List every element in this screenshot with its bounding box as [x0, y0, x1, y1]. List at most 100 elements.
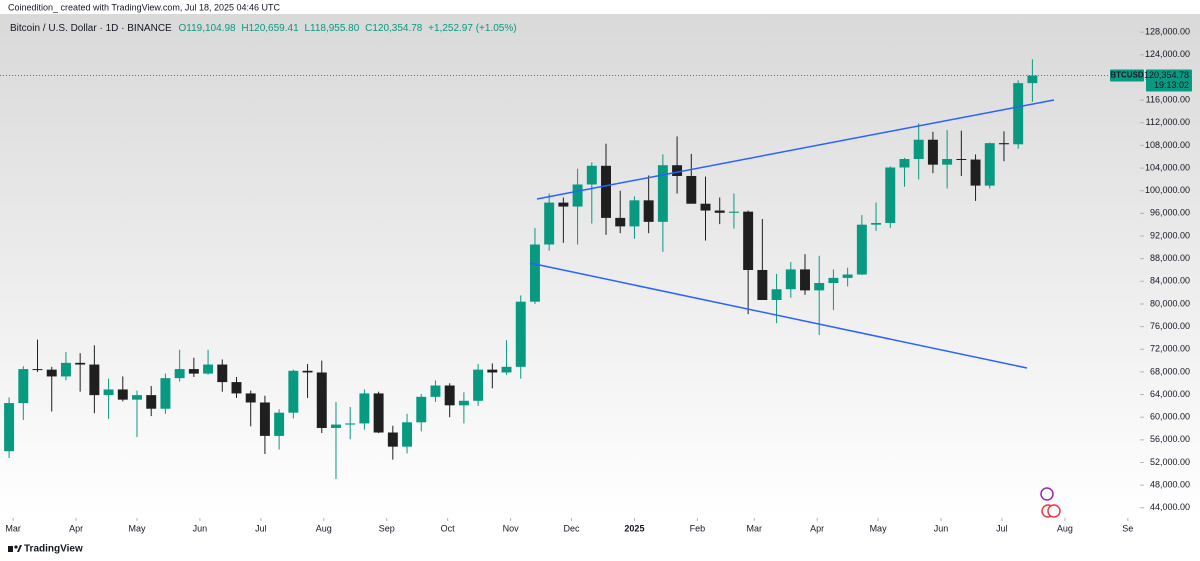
candle-body [785, 269, 796, 290]
x-tick-label: Se [1122, 523, 1133, 533]
y-tick-label: 44,000.00 [1150, 502, 1190, 512]
x-tick-label: Mar [746, 523, 762, 533]
y-tick-label: 76,000.00 [1150, 321, 1190, 331]
y-tick-label: 100,000.00 [1145, 185, 1190, 195]
candle-body [728, 211, 739, 213]
plot-background [0, 14, 1200, 519]
candle-body [1013, 83, 1024, 145]
candle-body [416, 396, 427, 423]
x-tick-label: Sep [379, 523, 395, 533]
chart-title: Bitcoin / U.S. Dollar · 1D · BINANCE [10, 23, 172, 34]
ohlc-open: O119,104.98 [179, 23, 237, 34]
candle-body [103, 389, 114, 396]
candle-body [46, 369, 57, 377]
candle-body [473, 369, 484, 401]
candle-body [998, 143, 1009, 145]
candle-body [572, 184, 583, 207]
y-tick-label: 68,000.00 [1150, 366, 1190, 376]
candle-body [856, 224, 867, 275]
y-tick-label: 52,000.00 [1150, 457, 1190, 467]
y-tick-label: 72,000.00 [1150, 344, 1190, 354]
candle-body [188, 369, 199, 374]
candle-body [146, 395, 157, 409]
x-tick-label: Oct [441, 523, 456, 533]
candle-body [615, 217, 626, 227]
ohlc-low: L118,955.80 [304, 23, 359, 34]
candle-body [800, 269, 810, 291]
y-tick-label: 128,000.00 [1145, 27, 1190, 37]
y-tick-label: 64,000.00 [1150, 389, 1190, 399]
candle-body [558, 202, 569, 207]
candle-body [373, 393, 384, 433]
candle-body [75, 362, 86, 365]
candle-body [629, 200, 640, 227]
x-tick-label: Jul [255, 523, 267, 533]
candle-body [217, 364, 228, 383]
x-tick-label: Feb [690, 523, 706, 533]
candle-body [743, 211, 754, 270]
candle-body [458, 400, 469, 406]
trendline-upper [536, 99, 1055, 200]
candle-body [444, 385, 455, 406]
candle-body [586, 165, 597, 185]
candle-body [117, 389, 128, 400]
candle-body [757, 269, 768, 300]
x-tick-label: May [870, 523, 888, 533]
candle-body [387, 432, 398, 447]
candle-body [672, 165, 683, 176]
y-tick-label: 84,000.00 [1150, 276, 1190, 286]
x-tick-label: May [128, 523, 146, 533]
x-tick-label: Jun [934, 523, 949, 533]
countdown-label: 19:13:02 [1154, 80, 1189, 90]
credit: Coinedition_ created with TradingView.co… [8, 2, 280, 12]
candle-body [89, 364, 100, 396]
brand: TradingView [24, 544, 83, 555]
candle-body [487, 369, 498, 373]
candle-body [601, 165, 611, 218]
y-tick-label: 124,000.00 [1145, 49, 1190, 59]
candle-body [4, 403, 15, 452]
candle-body [302, 370, 313, 373]
candle-body [274, 412, 285, 436]
candle-body [18, 369, 29, 404]
candle-body [984, 143, 995, 186]
y-tick-label: 56,000.00 [1150, 434, 1190, 444]
candle-body [913, 139, 924, 159]
candle-body [288, 370, 299, 413]
candle-body [544, 202, 555, 245]
header: Bitcoin / U.S. Dollar · 1D · BINANCE O11… [10, 23, 517, 34]
candle-body [529, 244, 540, 302]
y-tick-label: 108,000.00 [1145, 140, 1190, 150]
candle-body [842, 274, 853, 278]
y-tick-label: 96,000.00 [1150, 208, 1190, 218]
symbol-label: BTCUSD [1110, 71, 1144, 80]
candle-body [174, 369, 185, 379]
candle-body [657, 165, 668, 222]
trendline-lower [529, 262, 1028, 369]
candle-body [714, 210, 725, 213]
plot [4, 59, 1038, 479]
candle-body [871, 222, 882, 225]
x-tick-label: Aug [316, 523, 332, 533]
candle-body [515, 301, 526, 367]
candle-body [814, 283, 825, 291]
candle-body [828, 277, 839, 284]
candle-body [245, 393, 256, 403]
candle-body [60, 362, 71, 377]
candle-body [316, 372, 327, 428]
y-tick-label: 88,000.00 [1150, 253, 1190, 263]
candle-body [231, 382, 242, 394]
x-tick-label: Nov [503, 523, 520, 533]
candle-body [643, 200, 654, 222]
ohlc-high: H120,659.41 [241, 23, 299, 34]
candle-body [331, 424, 341, 428]
candle-body [345, 423, 356, 425]
candle-body [402, 422, 413, 447]
candle-body [203, 364, 214, 374]
price-tag [1146, 69, 1192, 92]
candle-body [942, 158, 953, 165]
candle-body [32, 369, 43, 371]
candle-body [160, 378, 171, 409]
x-tick-label: Jul [996, 523, 1008, 533]
